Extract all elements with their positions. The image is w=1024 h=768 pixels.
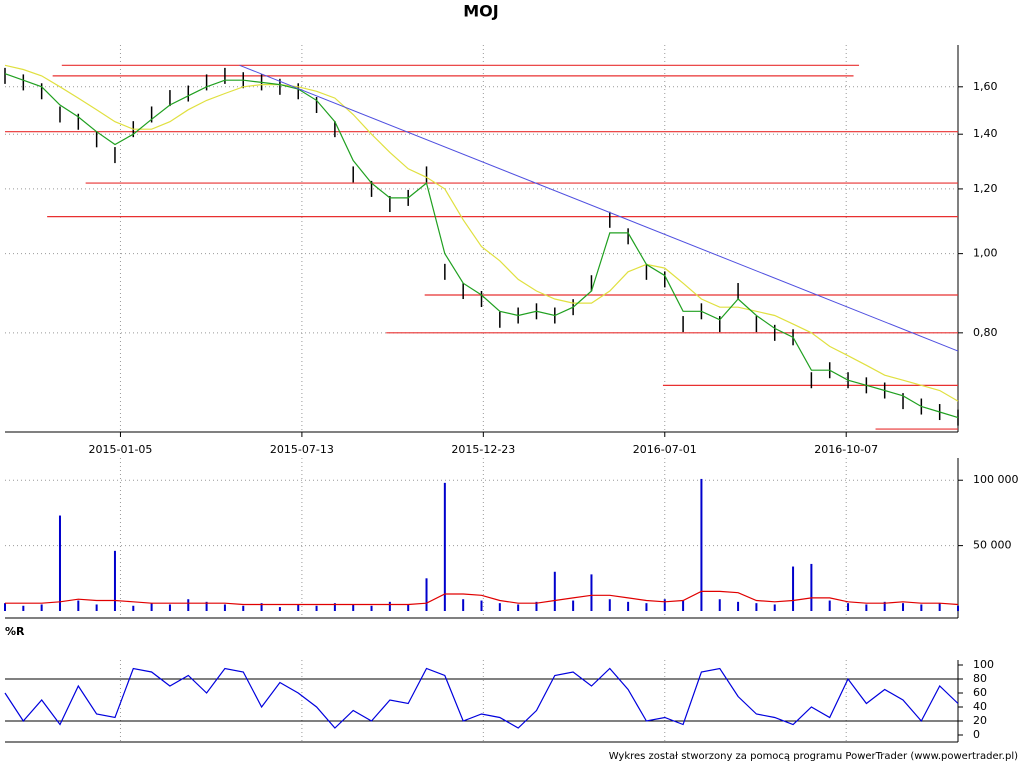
volume-bar bbox=[847, 603, 850, 611]
volume-bar bbox=[920, 604, 923, 611]
volume-bar bbox=[517, 604, 520, 611]
y-tick-label: 100 bbox=[973, 658, 994, 671]
y-tick-label: 20 bbox=[973, 714, 987, 727]
y-tick-label: 1,20 bbox=[973, 182, 998, 195]
volume-bar bbox=[95, 604, 98, 611]
volume-bar bbox=[902, 603, 905, 611]
volume-bar bbox=[278, 607, 281, 611]
volume-bar bbox=[352, 604, 355, 611]
volume-bar bbox=[553, 571, 556, 611]
average-line bbox=[5, 590, 959, 606]
panel-title: %R bbox=[5, 625, 25, 638]
y-tick-label: 50 000 bbox=[973, 539, 1012, 552]
x-tick-label: 2016-10-07 bbox=[814, 443, 878, 456]
volume-bar bbox=[22, 605, 25, 611]
volume-bar bbox=[4, 603, 6, 611]
volume-bar bbox=[572, 600, 575, 611]
volume-bar bbox=[223, 604, 226, 611]
volume-bar bbox=[260, 603, 263, 611]
y-tick-label: 0 bbox=[973, 728, 980, 741]
volume-bar bbox=[608, 599, 611, 611]
y-tick-label: 100 000 bbox=[973, 473, 1019, 486]
volume-bar bbox=[205, 601, 208, 611]
y-tick-label: 40 bbox=[973, 700, 987, 713]
y-tick-label: 80 bbox=[973, 672, 987, 685]
volume-bar bbox=[333, 603, 336, 611]
volume-bar bbox=[498, 603, 501, 611]
volume-bar bbox=[388, 601, 391, 611]
volume-bar bbox=[462, 599, 465, 611]
x-tick-label: 2016-07-01 bbox=[633, 443, 697, 456]
volume-bar bbox=[810, 563, 813, 611]
volume-bar bbox=[535, 601, 538, 611]
volume-bar bbox=[627, 601, 630, 611]
volume-bar bbox=[480, 600, 483, 611]
volume-bar bbox=[425, 578, 428, 611]
volume-bar bbox=[957, 605, 959, 611]
volume-bar bbox=[682, 600, 685, 611]
volume-bar bbox=[58, 515, 61, 611]
volume-bar bbox=[883, 601, 886, 611]
volume-bar bbox=[938, 603, 941, 611]
volume-bar bbox=[113, 550, 116, 611]
volume-bar bbox=[40, 604, 43, 611]
y-tick-label: 60 bbox=[973, 686, 987, 699]
volume-bar bbox=[150, 603, 153, 611]
volume-bar bbox=[370, 605, 373, 611]
x-tick-label: 2015-12-23 bbox=[451, 443, 515, 456]
volume-bar bbox=[590, 574, 593, 611]
volume-bar bbox=[718, 599, 721, 611]
trend-line bbox=[239, 64, 959, 352]
ma-line bbox=[4, 64, 959, 402]
volume-bar bbox=[187, 599, 190, 611]
volume-bar bbox=[443, 482, 446, 611]
indicator-line bbox=[4, 667, 959, 729]
ma-line bbox=[4, 73, 959, 419]
volume-bar bbox=[242, 605, 245, 611]
x-tick-label: 2015-01-05 bbox=[88, 443, 152, 456]
chart-title: MOJ bbox=[463, 2, 498, 21]
volume-bar bbox=[792, 566, 795, 611]
volume-bar bbox=[407, 604, 410, 611]
footer: Wykres został stworzony za pomocą progra… bbox=[609, 751, 1018, 762]
y-tick-label: 1,00 bbox=[973, 247, 998, 260]
volume-bar bbox=[828, 600, 831, 611]
volume-bar bbox=[132, 605, 135, 611]
volume-bar bbox=[77, 600, 80, 611]
volume-bar bbox=[297, 604, 300, 611]
volume-bar bbox=[663, 599, 666, 611]
volume-bar bbox=[755, 603, 758, 611]
volume-bar bbox=[168, 604, 171, 611]
x-tick-label: 2015-07-13 bbox=[270, 443, 334, 456]
y-tick-label: 1,60 bbox=[973, 80, 998, 93]
y-tick-label: 0,80 bbox=[973, 326, 998, 339]
volume-bar bbox=[645, 603, 648, 611]
y-tick-label: 1,40 bbox=[973, 127, 998, 140]
volume-bar bbox=[315, 605, 318, 611]
volume-bar bbox=[773, 604, 776, 611]
volume-bar bbox=[865, 604, 868, 611]
volume-bar bbox=[737, 601, 740, 611]
volume-bar bbox=[700, 478, 703, 611]
